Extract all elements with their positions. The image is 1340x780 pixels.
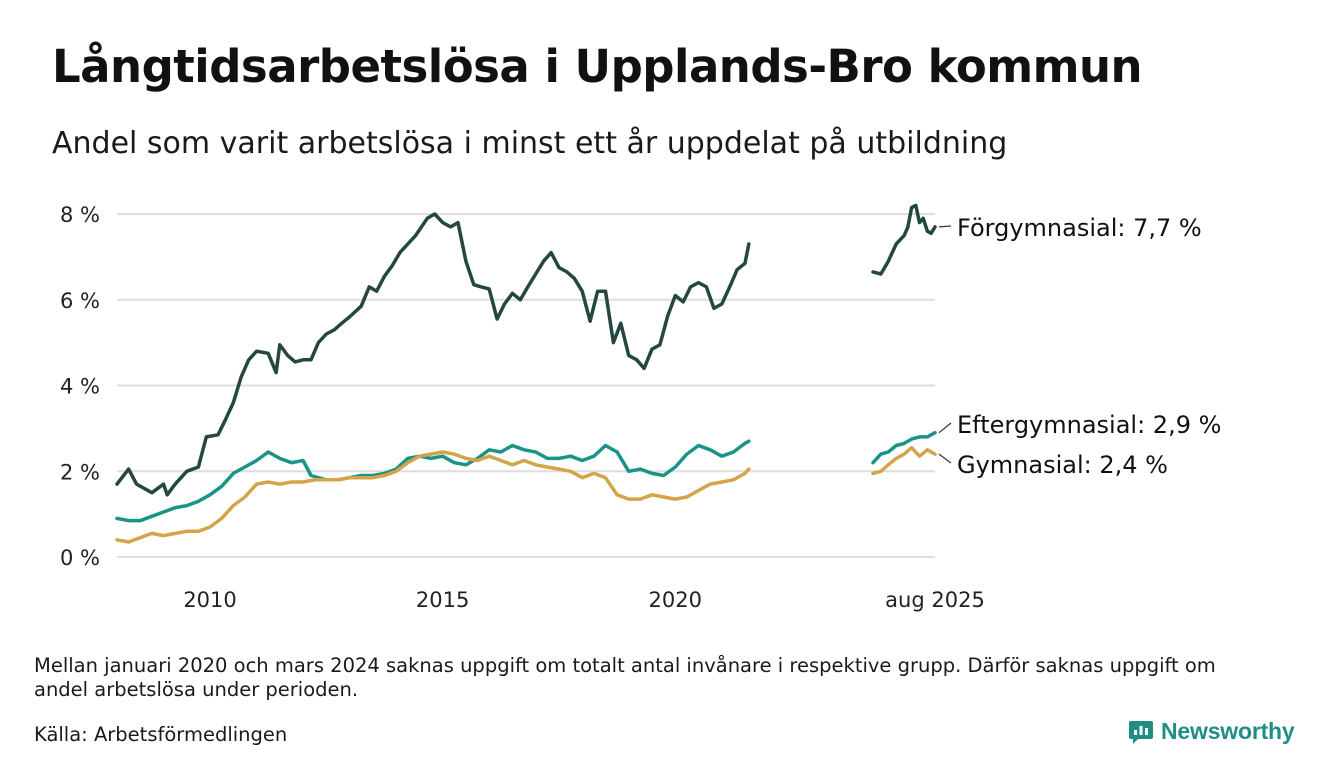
newsworthy-logo: Newsworthy: [1128, 718, 1295, 745]
y-axis-ticks: 0 % 2 % 4 % 6 % 8 %: [60, 203, 100, 570]
end-label-leader: [938, 453, 952, 464]
series-line-gymnasial: [115, 450, 751, 544]
y-tick-label: 6 %: [60, 289, 100, 313]
y-tick-label: 0 %: [60, 546, 100, 570]
series-line-eftergymnasial: [115, 439, 751, 523]
x-axis-ticks: 2010 2015 2020 aug 2025: [183, 588, 985, 612]
grid-lines: [117, 213, 935, 558]
y-tick-label: 8 %: [60, 203, 100, 227]
line-chart: 0 % 2 % 4 % 6 % 8 % 2010 2015 2020 aug 2025 För…: [60, 203, 1221, 612]
brand-name: Newsworthy: [1161, 718, 1295, 744]
series-lines: [115, 203, 937, 544]
series-line-eftergymnasial: [871, 430, 937, 465]
end-label-leader: [938, 422, 952, 434]
y-tick-label: 4 %: [60, 375, 100, 399]
series-line-forgymnasial: [115, 212, 751, 497]
chart-subtitle: Andel som varit arbetslösa i minst ett å…: [52, 126, 1008, 161]
end-label-leader: [938, 225, 952, 228]
x-tick-label: 2010: [183, 588, 236, 612]
footnote: Mellan januari 2020 och mars 2024 saknas…: [34, 654, 1216, 701]
end-label-forgymnasial: Förgymnasial: 7,7 %: [957, 214, 1202, 242]
series-line-forgymnasial: [871, 203, 937, 276]
x-tick-label: 2015: [416, 588, 469, 612]
x-tick-label: 2020: [649, 588, 702, 612]
end-label-eftergymnasial: Eftergymnasial: 2,9 %: [957, 411, 1221, 439]
series-line-gymnasial: [871, 445, 937, 476]
x-tick-label: aug 2025: [885, 588, 985, 612]
y-tick-label: 2 %: [60, 460, 100, 484]
end-labels: Förgymnasial: 7,7 % Eftergymnasial: 2,9 %…: [938, 214, 1221, 479]
source-credit: Källa: Arbetsförmedlingen: [34, 723, 288, 746]
newsworthy-logo-icon: [1129, 720, 1153, 744]
chart-title: Långtidsarbetslösa i Upplands-Bro kommun: [52, 40, 1143, 93]
end-label-gymnasial: Gymnasial: 2,4 %: [957, 451, 1168, 479]
